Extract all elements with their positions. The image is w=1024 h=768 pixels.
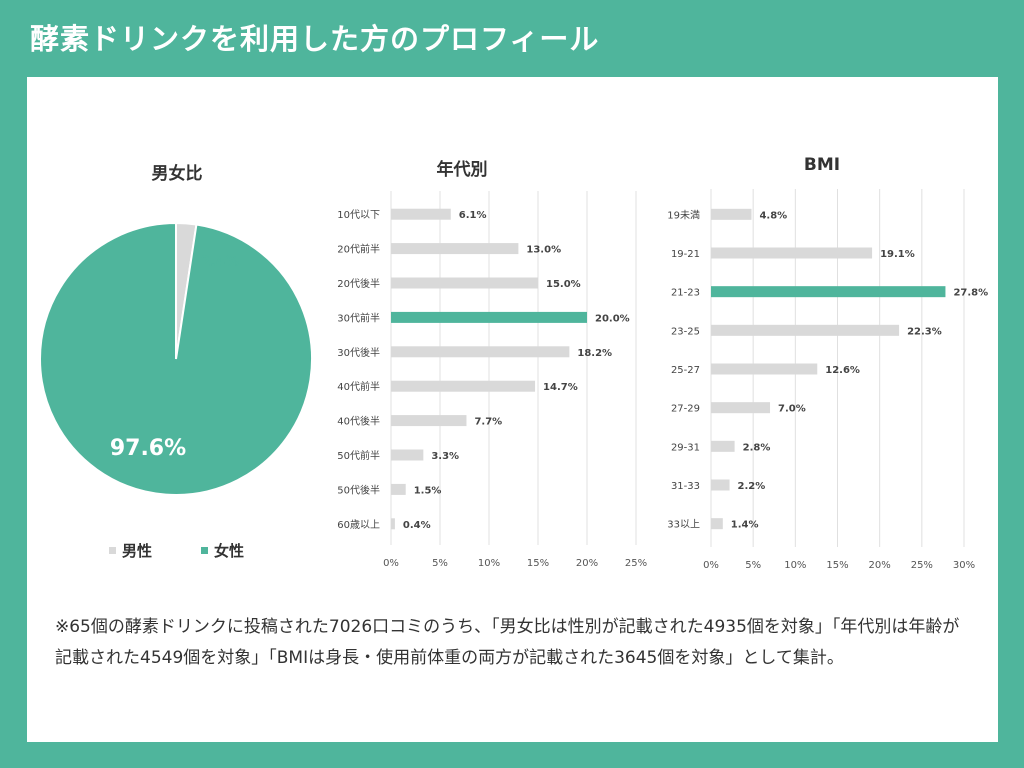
- legend-swatch-1: [201, 547, 208, 554]
- bmi-xtick-label-6: 30%: [953, 560, 975, 571]
- bmi-value-label-1: 19.1%: [880, 249, 915, 260]
- age-bar-9: [391, 518, 395, 530]
- bmi-xtick-label-5: 25%: [911, 560, 933, 571]
- age-bar-0: [391, 208, 451, 220]
- age-xtick-label-1: 5%: [432, 558, 448, 569]
- bmi-category-label-2: 21-23: [671, 288, 700, 299]
- age-category-label-9: 60歳以上: [337, 519, 380, 531]
- age-bar-3: [391, 311, 587, 323]
- age-bar-8: [391, 483, 406, 495]
- age-bar-4: [391, 346, 570, 358]
- bmi-value-label-2: 27.8%: [953, 288, 988, 299]
- bmi-value-label-7: 2.2%: [738, 481, 766, 492]
- age-value-label-6: 7.7%: [474, 417, 502, 428]
- age-xtick-label-5: 25%: [625, 558, 647, 569]
- bmi-category-label-7: 31-33: [671, 481, 700, 492]
- bmi-value-label-0: 4.8%: [759, 210, 787, 221]
- bmi-bar-2: [711, 286, 946, 298]
- bmi-chart-title: BMI: [803, 155, 841, 175]
- bmi-bar-8: [711, 518, 723, 530]
- age-bar-7: [391, 449, 424, 461]
- age-value-label-3: 20.0%: [595, 313, 630, 324]
- footnote: ※65個の酵素ドリンクに投稿された7026口コミのうち、「男女比は性別が記載され…: [55, 617, 960, 668]
- bmi-value-label-6: 2.8%: [743, 442, 771, 453]
- legend-label-0: 男性: [122, 542, 152, 560]
- bmi-xtick-label-3: 15%: [826, 560, 848, 571]
- bmi-value-label-5: 7.0%: [778, 404, 806, 415]
- pie-slice-1: [39, 221, 313, 496]
- legend-label-1: 女性: [214, 542, 244, 560]
- bmi-bar-1: [711, 247, 873, 259]
- age-bar-5: [391, 380, 536, 392]
- bmi-value-label-3: 22.3%: [907, 326, 942, 337]
- bmi-category-label-4: 25-27: [671, 365, 700, 376]
- age-value-label-7: 3.3%: [431, 451, 459, 462]
- age-bar-2: [391, 277, 538, 289]
- age-category-label-4: 30代後半: [337, 346, 380, 359]
- bmi-category-label-8: 33以上: [667, 519, 700, 531]
- age-xtick-label-2: 10%: [478, 558, 500, 569]
- bmi-bar-7: [711, 479, 730, 491]
- bmi-category-label-1: 19-21: [671, 249, 700, 260]
- bmi-bar-6: [711, 440, 735, 452]
- age-xtick-label-3: 15%: [527, 558, 549, 569]
- age-bar-6: [391, 415, 467, 427]
- age-category-label-7: 50代前半: [337, 449, 380, 462]
- age-value-label-4: 18.2%: [577, 348, 612, 359]
- bmi-bar-5: [711, 402, 771, 414]
- bmi-xtick-label-2: 10%: [784, 560, 806, 571]
- age-value-label-0: 6.1%: [459, 210, 487, 221]
- bmi-category-label-3: 23-25: [671, 326, 700, 337]
- bmi-xtick-label-0: 0%: [703, 560, 719, 571]
- charts-svg: 2.4% 97.6% 男性 女性 0% 5% 10% 15% 20% 25% 10代以下 6.1% 20…: [39, 189, 988, 571]
- age-category-label-1: 20代前半: [337, 243, 380, 256]
- age-value-label-8: 1.5%: [414, 485, 442, 496]
- age-value-label-1: 13.0%: [526, 245, 561, 256]
- bmi-category-label-0: 19未満: [667, 209, 700, 221]
- age-category-label-5: 40代前半: [337, 380, 380, 393]
- bmi-value-label-8: 1.4%: [731, 520, 759, 531]
- age-xtick-label-0: 0%: [383, 558, 399, 569]
- legend-swatch-0: [109, 547, 116, 554]
- age-value-label-5: 14.7%: [543, 382, 578, 393]
- age-value-label-9: 0.4%: [403, 520, 431, 531]
- gender-chart-title: 男女比: [151, 164, 203, 184]
- age-xtick-label-4: 20%: [576, 558, 598, 569]
- age-category-label-0: 10代以下: [337, 209, 380, 221]
- bmi-bar-3: [711, 324, 900, 336]
- age-category-label-8: 50代後半: [337, 483, 380, 496]
- bmi-category-label-5: 27-29: [671, 404, 700, 415]
- age-category-label-2: 20代後半: [337, 277, 380, 290]
- age-bar-1: [391, 243, 519, 255]
- pie-label-1: 97.6%: [110, 436, 186, 461]
- bmi-xtick-label-4: 20%: [869, 560, 891, 571]
- age-chart-title: 年代別: [436, 160, 488, 180]
- bmi-category-label-6: 29-31: [671, 442, 700, 453]
- bmi-value-label-4: 12.6%: [825, 365, 860, 376]
- chart-panel: 男女比 年代別 BMI 2.4% 97.6% 男性 女性 0% 5% 10% 15% 20% 25…: [27, 77, 998, 742]
- age-value-label-2: 15.0%: [546, 279, 581, 290]
- bmi-bar-0: [711, 208, 752, 220]
- bmi-xtick-label-1: 5%: [745, 560, 761, 571]
- age-category-label-6: 40代後半: [337, 415, 380, 428]
- pie-label-0: 2.4%: [201, 254, 240, 270]
- age-category-label-3: 30代前半: [337, 311, 380, 324]
- page-title: 酵素ドリンクを利用した方のプロフィール: [30, 22, 600, 56]
- bmi-bar-4: [711, 363, 818, 375]
